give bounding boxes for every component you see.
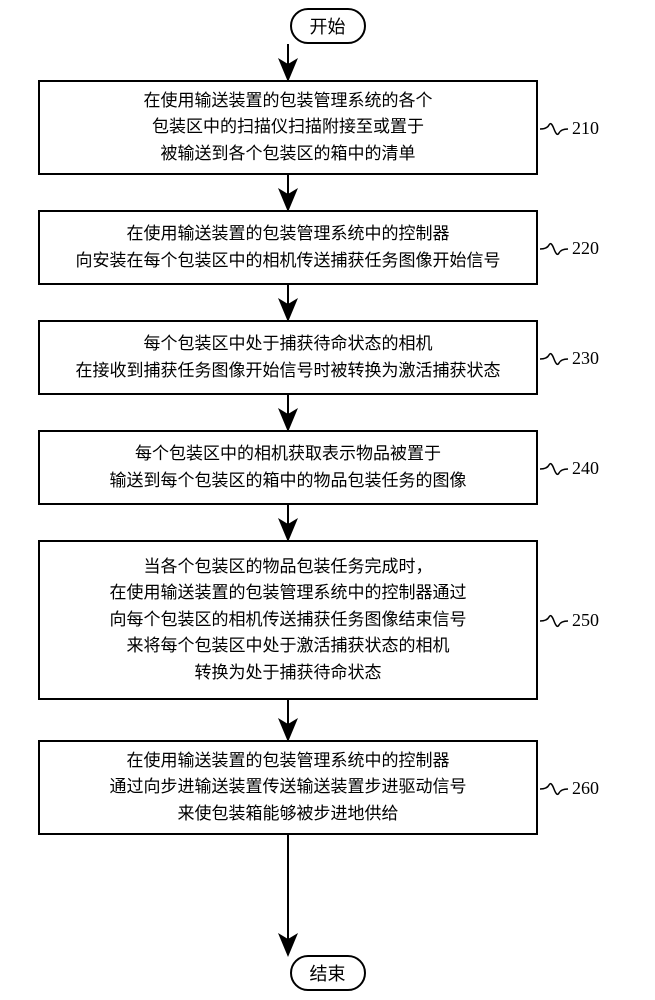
reference-number-4: 240 bbox=[572, 458, 599, 479]
process-step-3: 每个包装区中处于捕获待命状态的相机在接收到捕获任务图像开始信号时被转换为激活捕获… bbox=[38, 320, 538, 395]
process-step-2-text: 在使用输送装置的包装管理系统中的控制器向安装在每个包装区中的相机传送捕获任务图像… bbox=[76, 221, 501, 274]
flowchart: { "terminator_start": "开始", "terminator_… bbox=[0, 0, 655, 1000]
process-step-4-text: 每个包装区中的相机获取表示物品被置于输送到每个包装区的箱中的物品包装任务的图像 bbox=[110, 441, 467, 494]
terminator-start: 开始 bbox=[290, 8, 366, 44]
reference-label-4: 240 bbox=[540, 458, 599, 479]
curly-connector-icon bbox=[540, 459, 568, 479]
curly-connector-icon bbox=[540, 239, 568, 259]
terminator-start-label: 开始 bbox=[310, 13, 346, 39]
reference-label-5: 250 bbox=[540, 610, 599, 631]
reference-number-5: 250 bbox=[572, 610, 599, 631]
process-step-5-text: 当各个包装区的物品包装任务完成时，在使用输送装置的包装管理系统中的控制器通过向每… bbox=[110, 554, 467, 686]
process-step-2: 在使用输送装置的包装管理系统中的控制器向安装在每个包装区中的相机传送捕获任务图像… bbox=[38, 210, 538, 285]
process-step-5: 当各个包装区的物品包装任务完成时，在使用输送装置的包装管理系统中的控制器通过向每… bbox=[38, 540, 538, 700]
reference-label-6: 260 bbox=[540, 778, 599, 799]
process-step-3-text: 每个包装区中处于捕获待命状态的相机在接收到捕获任务图像开始信号时被转换为激活捕获… bbox=[76, 331, 501, 384]
curly-connector-icon bbox=[540, 611, 568, 631]
curly-connector-icon bbox=[540, 349, 568, 369]
process-step-1: 在使用输送装置的包装管理系统的各个包装区中的扫描仪扫描附接至或置于被输送到各个包… bbox=[38, 80, 538, 175]
process-step-6-text: 在使用输送装置的包装管理系统中的控制器通过向步进输送装置传送输送装置步进驱动信号… bbox=[110, 748, 467, 827]
reference-number-2: 220 bbox=[572, 238, 599, 259]
process-step-4: 每个包装区中的相机获取表示物品被置于输送到每个包装区的箱中的物品包装任务的图像 bbox=[38, 430, 538, 505]
terminator-end: 结束 bbox=[290, 955, 366, 991]
reference-number-6: 260 bbox=[572, 778, 599, 799]
reference-number-3: 230 bbox=[572, 348, 599, 369]
curly-connector-icon bbox=[540, 779, 568, 799]
reference-number-1: 210 bbox=[572, 118, 599, 139]
curly-connector-icon bbox=[540, 119, 568, 139]
reference-label-1: 210 bbox=[540, 118, 599, 139]
process-step-6: 在使用输送装置的包装管理系统中的控制器通过向步进输送装置传送输送装置步进驱动信号… bbox=[38, 740, 538, 835]
reference-label-3: 230 bbox=[540, 348, 599, 369]
reference-label-2: 220 bbox=[540, 238, 599, 259]
terminator-end-label: 结束 bbox=[310, 960, 346, 986]
process-step-1-text: 在使用输送装置的包装管理系统的各个包装区中的扫描仪扫描附接至或置于被输送到各个包… bbox=[144, 88, 433, 167]
